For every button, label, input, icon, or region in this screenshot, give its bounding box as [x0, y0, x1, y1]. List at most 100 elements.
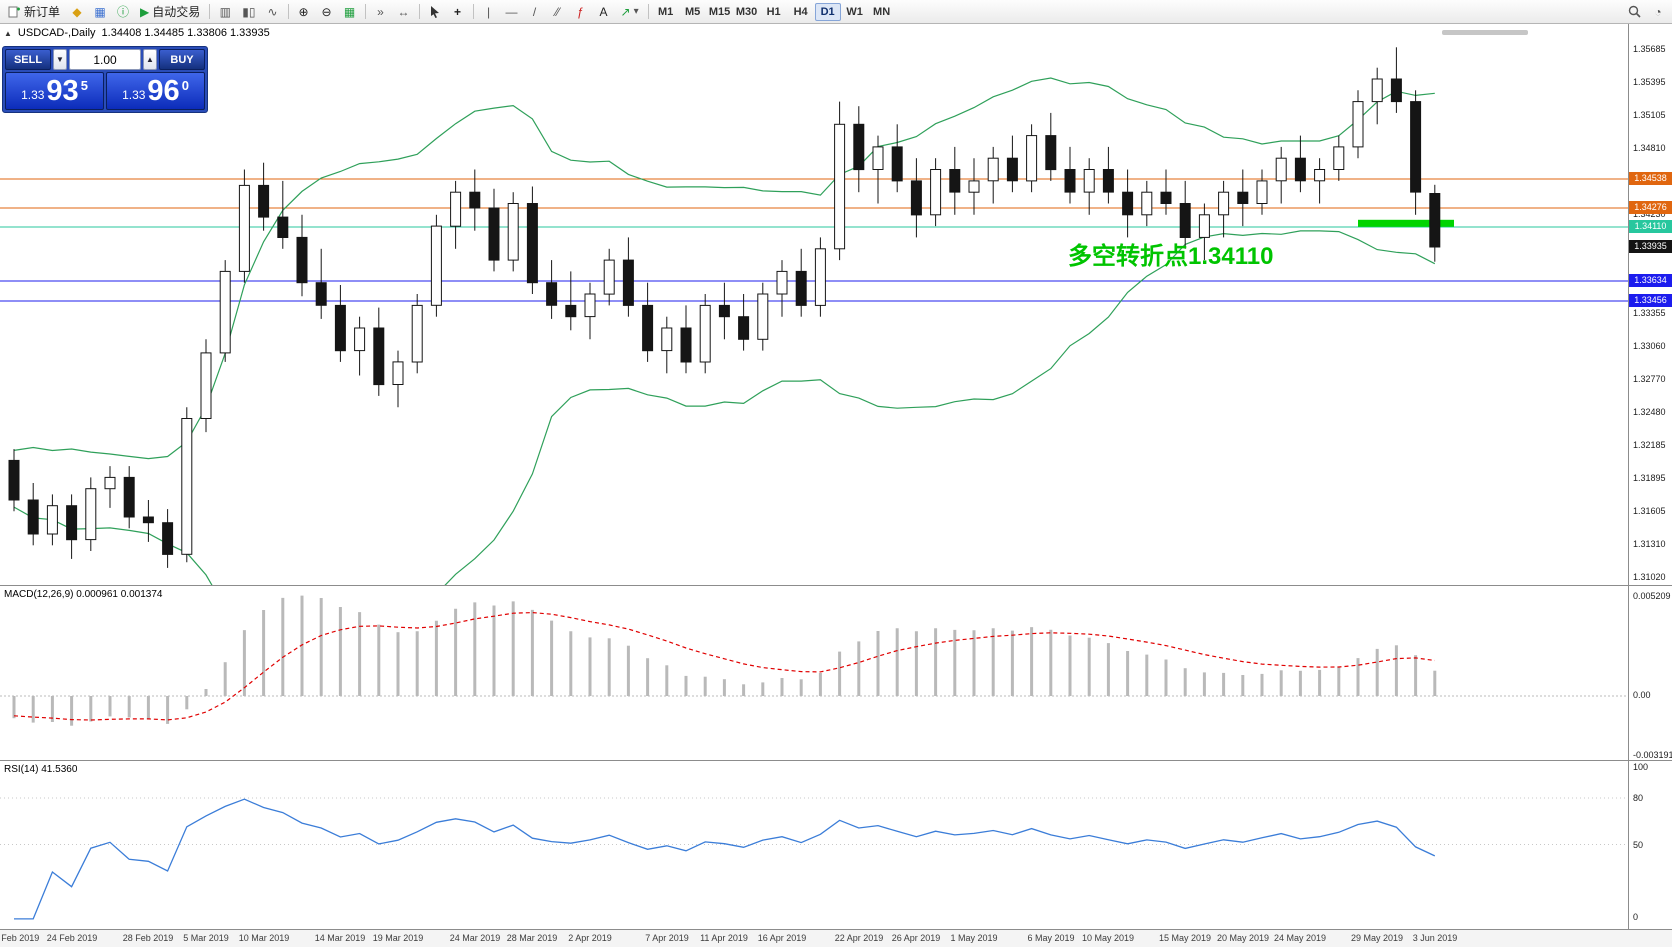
panel-splitter-macd[interactable] — [0, 585, 1672, 586]
help-button[interactable]: ◔ — [1647, 2, 1669, 22]
toolbar-separator — [472, 4, 474, 19]
volume-down-button[interactable]: ▼ — [53, 49, 67, 70]
volume-input[interactable]: 1.00 — [69, 49, 141, 70]
ask-price[interactable]: 1.33 96 0 — [106, 72, 205, 110]
data-window-icon: ▦ — [94, 4, 106, 19]
horizontal-line-tool-button[interactable]: — — [501, 2, 523, 22]
pivot-annotation: 多空转折点1.34110 — [1068, 243, 1274, 270]
timeframe-w1-button[interactable]: W1 — [842, 3, 868, 21]
one-click-toggle[interactable]: ▲ — [4, 28, 12, 38]
rsi-line — [14, 798, 1436, 920]
help-icon: ◔ — [1654, 4, 1662, 19]
date-axis-label: 1 May 2019 — [950, 933, 998, 943]
timeframe-m15-button[interactable]: M15 — [707, 3, 733, 21]
date-axis-label: 24 Mar 2019 — [449, 933, 501, 943]
macd-scale-label: -0.003191 — [1633, 750, 1672, 760]
zoom-in-icon: ⊕ — [298, 4, 309, 19]
data-window-button[interactable]: ▦ — [89, 2, 111, 22]
crosshair-button[interactable]: + — [447, 2, 469, 22]
timeframe-m30-button[interactable]: M30 — [734, 3, 760, 21]
ohlc-readout: 1.34408 1.34485 1.33806 1.33935 — [101, 27, 270, 39]
bar-chart-mode-button[interactable]: ▥ — [214, 2, 236, 22]
date-axis[interactable] — [0, 930, 1672, 947]
timeframe-m1-button[interactable]: M1 — [653, 3, 679, 21]
auto-scroll-button[interactable]: » — [370, 2, 392, 22]
trendline-tool-button[interactable]: / — [524, 2, 546, 22]
autotrading-play-icon: ▶ — [140, 4, 150, 19]
price-axis-label: 1.32770 — [1633, 374, 1666, 384]
price-line-badge: 1.33456 — [1629, 294, 1672, 307]
search-button[interactable] — [1623, 2, 1646, 22]
rsi-scale-label: 0 — [1633, 912, 1639, 922]
channel-tool-button[interactable]: ⁄⁄ — [547, 2, 569, 22]
horizontal-level-lines[interactable] — [0, 178, 1628, 302]
fibonacci-icon: ƒ — [577, 4, 584, 19]
price-axis-border — [1628, 24, 1629, 930]
bid-pip-digit: 5 — [80, 77, 88, 93]
candlestick-mode-button[interactable]: ▮▯ — [237, 2, 260, 22]
date-axis-label: 14 Mar 2019 — [314, 933, 366, 943]
rsi-label: RSI(14) 41.5360 — [4, 764, 78, 775]
date-axis-label: 28 Feb 2019 — [122, 933, 174, 943]
chart-scrollbar[interactable] — [1442, 30, 1528, 35]
zoom-out-button[interactable]: ⊖ — [316, 2, 338, 22]
timeframe-m5-button[interactable]: M5 — [680, 3, 706, 21]
ask-prefix: 1.33 — [122, 88, 146, 102]
new-order-button[interactable]: 新订单 — [3, 2, 65, 22]
chart-shift-button[interactable]: ↔ — [393, 2, 415, 22]
price-axis-label: 1.33355 — [1633, 308, 1666, 318]
sell-button[interactable]: SELL — [5, 49, 51, 70]
date-axis-label: 26 Apr 2019 — [891, 933, 941, 943]
text-tool-button[interactable]: A — [593, 2, 615, 22]
tile-windows-button[interactable]: ▦ — [339, 2, 361, 22]
volume-up-button[interactable]: ▲ — [143, 49, 157, 70]
date-axis-label: 7 Apr 2019 — [645, 933, 689, 943]
rsi-indicator — [0, 797, 1628, 920]
zoom-in-button[interactable]: ⊕ — [293, 2, 315, 22]
date-axis-label: 6 May 2019 — [1027, 933, 1075, 943]
price-axis-label: 1.35105 — [1633, 110, 1666, 120]
line-chart-mode-button[interactable]: ∿ — [262, 2, 284, 22]
pivot-highlight-segment[interactable] — [1358, 219, 1454, 227]
autotrading-button[interactable]: ▶ 自动交易 — [135, 2, 205, 22]
date-axis-label: 10 May 2019 — [1081, 933, 1135, 943]
bid-price[interactable]: 1.33 93 5 — [5, 72, 104, 110]
bar-chart-icon: ▥ — [219, 4, 231, 19]
price-line-badge: 1.33634 — [1629, 274, 1672, 287]
rsi-scale-label: 80 — [1633, 793, 1644, 803]
vertical-line-tool-button[interactable]: | — [478, 2, 500, 22]
ask-big-digits: 96 — [147, 74, 180, 107]
price-axis-label: 1.31020 — [1633, 572, 1666, 582]
auto-scroll-icon: » — [377, 4, 384, 19]
toolbar-separator — [364, 4, 366, 19]
macd-signal-line — [13, 611, 1435, 721]
timeframe-mn-button[interactable]: MN — [869, 3, 895, 21]
fibonacci-tool-button[interactable]: ƒ — [570, 2, 592, 22]
market-watch-button[interactable]: ◆ — [66, 2, 88, 22]
price-axis-label: 1.34810 — [1633, 143, 1666, 153]
candlesticks — [8, 47, 1441, 568]
channel-icon: ⁄⁄ — [555, 4, 560, 19]
terminal-button[interactable]: ⓘ — [112, 2, 134, 22]
price-axis-label: 1.35685 — [1633, 44, 1666, 54]
timeframe-h1-button[interactable]: H1 — [761, 3, 787, 21]
buy-button[interactable]: BUY — [159, 49, 205, 70]
panel-splitter-rsi[interactable] — [0, 760, 1672, 761]
terminal-icon: ⓘ — [117, 4, 130, 19]
price-axis-label: 1.31605 — [1633, 506, 1666, 516]
symbol-row: ▲ USDCAD-,Daily 1.34408 1.34485 1.33806 … — [4, 27, 270, 39]
cursor-button[interactable] — [424, 2, 446, 22]
symbol-label: USDCAD-,Daily — [17, 27, 96, 39]
timeframe-d1-button[interactable]: D1 — [814, 2, 841, 21]
timeframe-h4-button[interactable]: H4 — [788, 3, 814, 21]
text-tool-icon: A — [599, 4, 608, 19]
one-click-trading-panel: SELL ▼ 1.00 ▲ BUY 1.33 93 5 1.33 96 0 — [2, 46, 208, 113]
one-click-top-row: SELL ▼ 1.00 ▲ BUY — [5, 49, 205, 70]
date-axis-label: 19 Feb 2019 — [0, 933, 40, 943]
search-icon — [1628, 5, 1641, 18]
rsi-scale-label: 50 — [1633, 840, 1644, 850]
arrows-tool-button[interactable]: ↗ ▾ — [616, 2, 644, 22]
vertical-line-icon: | — [486, 4, 491, 19]
date-axis-label: 16 Apr 2019 — [757, 933, 807, 943]
